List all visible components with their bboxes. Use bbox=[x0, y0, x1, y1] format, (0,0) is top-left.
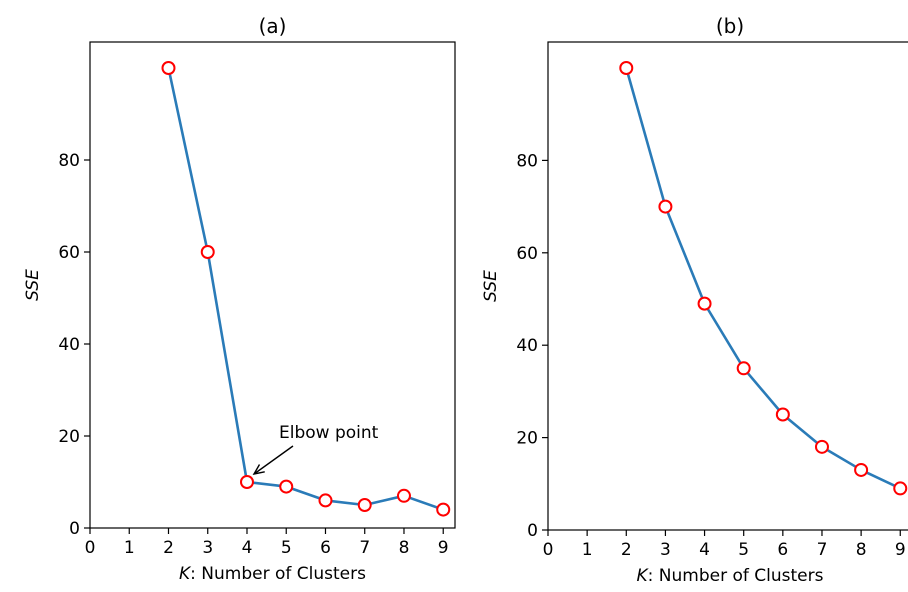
y-tick-label: 0 bbox=[69, 519, 80, 539]
x-tick-label: 2 bbox=[621, 540, 632, 560]
x-tick-label: 6 bbox=[320, 538, 331, 558]
x-axis-label-variable: K bbox=[637, 566, 650, 586]
data-point bbox=[161, 61, 176, 75]
y-tick-label: 40 bbox=[58, 335, 80, 355]
panel-a: 0 1 2 3 4 5 6 7 8 9 0 20 40 60 80 (a) K: Number of Clust… bbox=[23, 14, 456, 584]
y-tick-label: 80 bbox=[58, 151, 80, 171]
axes-frame bbox=[89, 41, 456, 529]
x-tick-label: 9 bbox=[895, 540, 906, 560]
x-tick-label: 3 bbox=[660, 540, 671, 560]
x-tick-label: 1 bbox=[124, 538, 135, 558]
x-tick-label: 7 bbox=[817, 540, 828, 560]
data-point bbox=[775, 407, 790, 422]
x-axis-label-text: : Number of Clusters bbox=[190, 564, 366, 584]
data-point bbox=[893, 481, 908, 496]
panel-b: 0 1 2 3 4 5 6 7 8 9 0 20 40 60 80 (b) K: Number of Clust… bbox=[481, 14, 908, 586]
data-point bbox=[396, 488, 411, 503]
x-axis-label-text: : Number of Clusters bbox=[648, 566, 824, 586]
data-point bbox=[736, 361, 751, 376]
y-tick-label: 40 bbox=[516, 336, 538, 356]
data-point bbox=[279, 479, 294, 494]
x-tick-label: 0 bbox=[85, 538, 96, 558]
y-tick-label: 0 bbox=[527, 521, 538, 541]
data-point bbox=[619, 61, 634, 75]
x-tick-label: 8 bbox=[856, 540, 867, 560]
x-axis-label: K: Number of Clusters bbox=[637, 566, 824, 586]
x-tick-label: 1 bbox=[582, 540, 593, 560]
series-line bbox=[167, 67, 444, 511]
x-tick-label: 5 bbox=[281, 538, 292, 558]
data-point bbox=[854, 462, 869, 477]
y-axis-label: SSE bbox=[481, 270, 501, 302]
panel-title: (a) bbox=[259, 14, 287, 38]
data-point bbox=[200, 245, 215, 259]
y-axis-label: SSE bbox=[23, 269, 43, 301]
x-axis-label-variable: K bbox=[179, 564, 192, 584]
data-point bbox=[239, 475, 254, 489]
x-tick-label: 2 bbox=[163, 538, 174, 558]
x-axis-label: K: Number of Clusters bbox=[179, 564, 366, 584]
x-tick-label: 0 bbox=[543, 540, 554, 560]
x-tick-label: 7 bbox=[359, 538, 370, 558]
x-tick-label: 3 bbox=[202, 538, 213, 558]
data-point bbox=[436, 502, 451, 517]
x-tick-label: 5 bbox=[738, 540, 749, 560]
annotation-arrow-head bbox=[252, 464, 265, 475]
y-tick-label: 60 bbox=[58, 243, 80, 263]
x-tick-label: 9 bbox=[438, 538, 449, 558]
data-point bbox=[357, 498, 372, 512]
y-tick-label: 80 bbox=[516, 151, 538, 171]
x-tick-label: 8 bbox=[399, 538, 410, 558]
y-tick-label: 20 bbox=[516, 429, 538, 449]
data-point bbox=[318, 493, 333, 508]
y-tick-label: 20 bbox=[58, 427, 80, 447]
axes-frame bbox=[547, 41, 908, 531]
annotation-arrow-shaft bbox=[253, 445, 294, 475]
data-point bbox=[697, 296, 712, 311]
x-tick-label: 4 bbox=[242, 538, 253, 558]
data-point bbox=[658, 199, 673, 214]
series-line bbox=[625, 67, 901, 490]
data-point bbox=[814, 439, 829, 454]
panel-title: (b) bbox=[716, 14, 744, 38]
y-tick-label: 60 bbox=[516, 244, 538, 264]
x-tick-label: 6 bbox=[777, 540, 788, 560]
x-tick-label: 4 bbox=[699, 540, 710, 560]
annotation-text: Elbow point bbox=[279, 423, 379, 443]
